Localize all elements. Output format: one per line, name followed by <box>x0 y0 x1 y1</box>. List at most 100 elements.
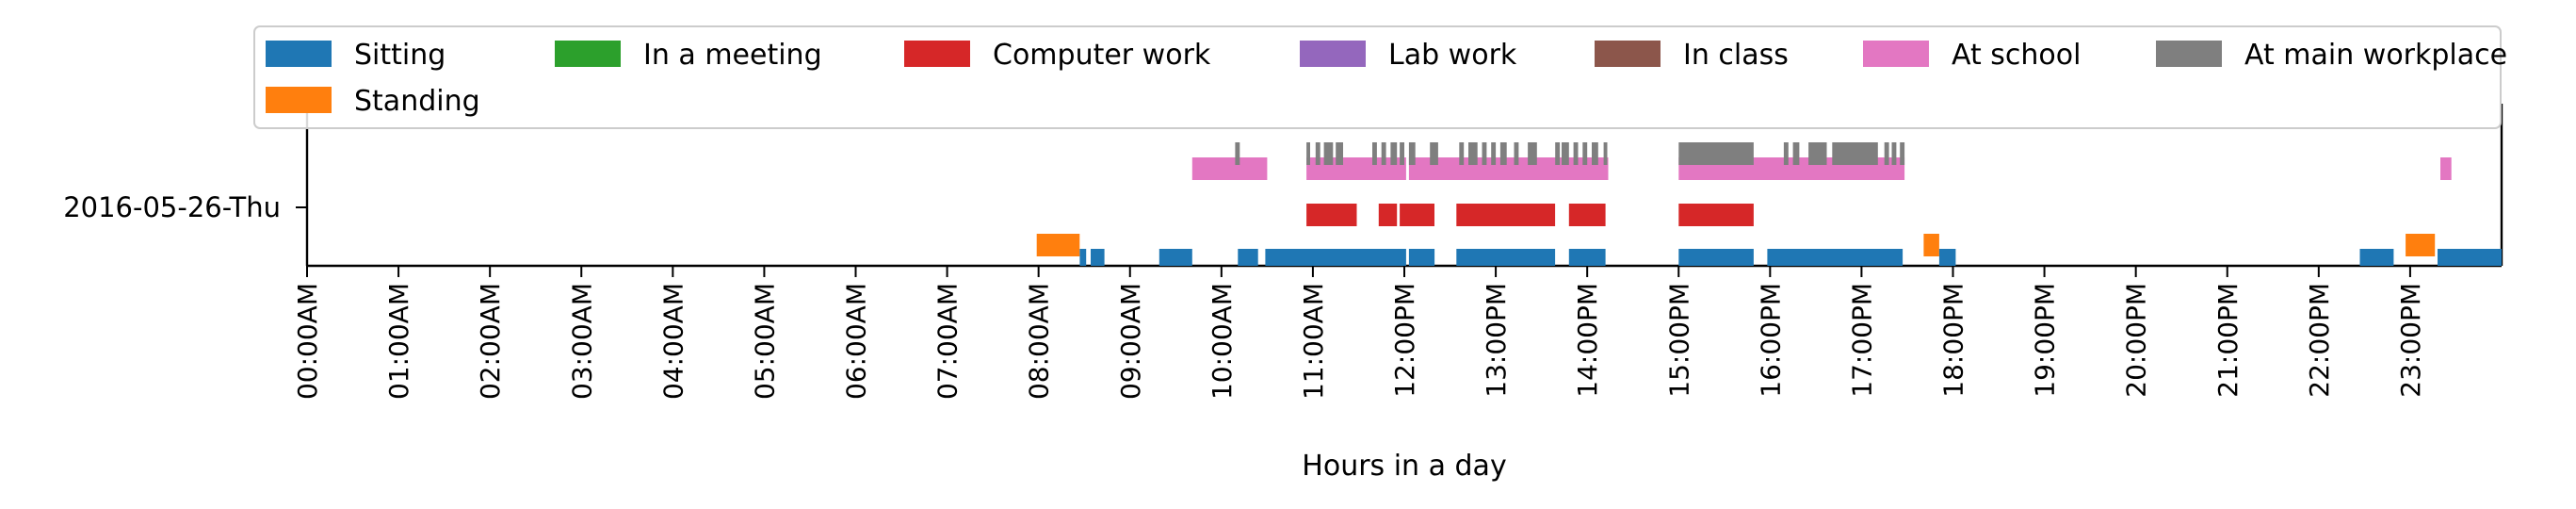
bar-at-school <box>1306 157 1406 180</box>
x-tick-label: 07:00AM <box>932 283 964 400</box>
bar-at-main-workplace <box>1678 142 1754 165</box>
bar-at-main-workplace <box>1603 142 1608 165</box>
x-tick-label: 05:00AM <box>749 283 780 400</box>
bar-at-main-workplace <box>1491 142 1497 165</box>
bar-sitting <box>1238 249 1258 266</box>
x-tick-label: 23:00PM <box>2395 283 2426 398</box>
x-axis-title: Hours in a day <box>1302 450 1506 483</box>
x-tick-label: 14:00PM <box>1572 283 1603 398</box>
x-tick-label: 10:00AM <box>1207 283 1238 400</box>
bar-at-main-workplace <box>1468 142 1478 165</box>
x-tick-label: 01:00AM <box>383 283 414 400</box>
bar-at-main-workplace <box>1381 142 1386 165</box>
legend-label-computer-work: Computer work <box>993 39 1211 72</box>
bar-computer-work <box>1568 204 1606 226</box>
legend-swatch-at-main-workplace <box>2156 41 2222 67</box>
bar-sitting <box>1568 249 1606 266</box>
bar-at-main-workplace <box>1573 142 1579 165</box>
legend-label-in-a-meeting: In a meeting <box>643 39 822 72</box>
legend-box <box>253 25 2502 129</box>
bar-at-main-workplace <box>1482 142 1487 165</box>
bar-sitting <box>1678 249 1754 266</box>
x-tick-label: 20:00PM <box>2121 283 2152 398</box>
legend-swatch-at-school <box>1863 41 1929 67</box>
bar-standing <box>1036 234 1080 256</box>
x-tick-label: 04:00AM <box>657 283 689 400</box>
x-tick-label: 11:00AM <box>1298 283 1329 400</box>
bar-at-main-workplace <box>1783 142 1789 165</box>
bar-sitting <box>1408 249 1435 266</box>
bar-computer-work <box>1456 204 1556 226</box>
legend-swatch-standing <box>266 87 332 113</box>
bar-at-main-workplace <box>1336 142 1343 165</box>
bar-sitting <box>1091 249 1105 266</box>
bar-at-main-workplace <box>1555 142 1561 165</box>
x-tick-label: 08:00AM <box>1024 283 1055 400</box>
bar-at-main-workplace <box>1592 142 1598 165</box>
bar-at-main-workplace <box>1562 142 1569 165</box>
bar-computer-work <box>1306 204 1357 226</box>
bar-at-main-workplace <box>1884 142 1889 165</box>
x-tick-label: 19:00PM <box>2030 283 2061 398</box>
bar-at-main-workplace <box>1808 142 1827 165</box>
bar-at-main-workplace <box>1390 142 1398 165</box>
bar-computer-work <box>1678 204 1754 226</box>
bar-at-main-workplace <box>1372 142 1377 165</box>
legend: Sitting Standing In a meeting Computer work… <box>253 25 2507 129</box>
x-tick-label: 16:00PM <box>1755 283 1786 398</box>
x-tick-label: 12:00PM <box>1389 283 1420 398</box>
bar-at-main-workplace <box>1432 142 1438 165</box>
x-tick-label: 02:00AM <box>475 283 506 400</box>
legend-label-at-school: At school <box>1952 39 2081 72</box>
legend-swatch-computer-work <box>904 41 970 67</box>
bar-at-main-workplace <box>1235 142 1240 165</box>
bar-sitting <box>1158 249 1192 266</box>
bar-sitting <box>1079 249 1087 266</box>
bar-sitting <box>1767 249 1904 266</box>
legend-items: Sitting Standing In a meeting Computer work… <box>266 39 2507 118</box>
x-tick-label: 13:00PM <box>1481 283 1512 398</box>
bar-at-school <box>2440 157 2452 180</box>
x-tick-label: 17:00PM <box>1846 283 1877 398</box>
bar-sitting <box>2359 249 2394 266</box>
y-axis: 2016-05-26-Thu <box>63 191 307 223</box>
bar-sitting <box>1456 249 1556 266</box>
bar-at-school <box>1191 157 1268 180</box>
x-tick-label: 18:00PM <box>1938 283 1969 398</box>
y-tick-label: 2016-05-26-Thu <box>63 191 281 223</box>
bar-standing <box>2406 234 2436 256</box>
x-tick-label: 00:00AM <box>292 283 323 400</box>
bar-at-main-workplace <box>1792 142 1800 165</box>
bar-computer-work <box>1378 204 1398 226</box>
legend-label-at-main-workplace: At main workplace <box>2244 39 2507 72</box>
bar-sitting <box>2438 249 2502 266</box>
bar-standing <box>1923 234 1939 256</box>
bar-at-main-workplace <box>1832 142 1878 165</box>
legend-swatch-sitting <box>266 41 332 67</box>
bar-at-main-workplace <box>1514 142 1519 165</box>
legend-label-in-class: In class <box>1683 39 1789 72</box>
bar-at-main-workplace <box>1315 142 1320 165</box>
bar-layer <box>1036 142 2502 266</box>
bar-at-main-workplace <box>1891 142 1897 165</box>
bar-sitting <box>1938 249 1956 266</box>
bar-at-main-workplace <box>1400 142 1404 165</box>
legend-label-lab-work: Lab work <box>1388 39 1517 72</box>
bar-at-main-workplace <box>1408 142 1416 165</box>
x-tick-label: 03:00AM <box>566 283 597 400</box>
x-axis: 00:00AM 01:00AM 02:00AM 03:00AM 04:00AM 05:00… <box>292 266 2426 400</box>
bar-at-main-workplace <box>1306 142 1310 165</box>
bar-at-main-workplace <box>1323 142 1334 165</box>
legend-swatch-lab-work <box>1300 41 1366 67</box>
x-tick-label: 21:00PM <box>2212 283 2244 398</box>
x-tick-label: 09:00AM <box>1115 283 1146 400</box>
x-tick-label: 22:00PM <box>2304 283 2335 398</box>
bar-at-main-workplace <box>1900 142 1905 165</box>
bar-at-main-workplace <box>1582 142 1588 165</box>
bar-at-main-workplace <box>1459 142 1465 165</box>
x-tick-label: 15:00PM <box>1663 283 1694 398</box>
bar-computer-work <box>1400 204 1434 226</box>
legend-swatch-in-a-meeting <box>555 41 621 67</box>
legend-label-standing: Standing <box>354 85 480 118</box>
